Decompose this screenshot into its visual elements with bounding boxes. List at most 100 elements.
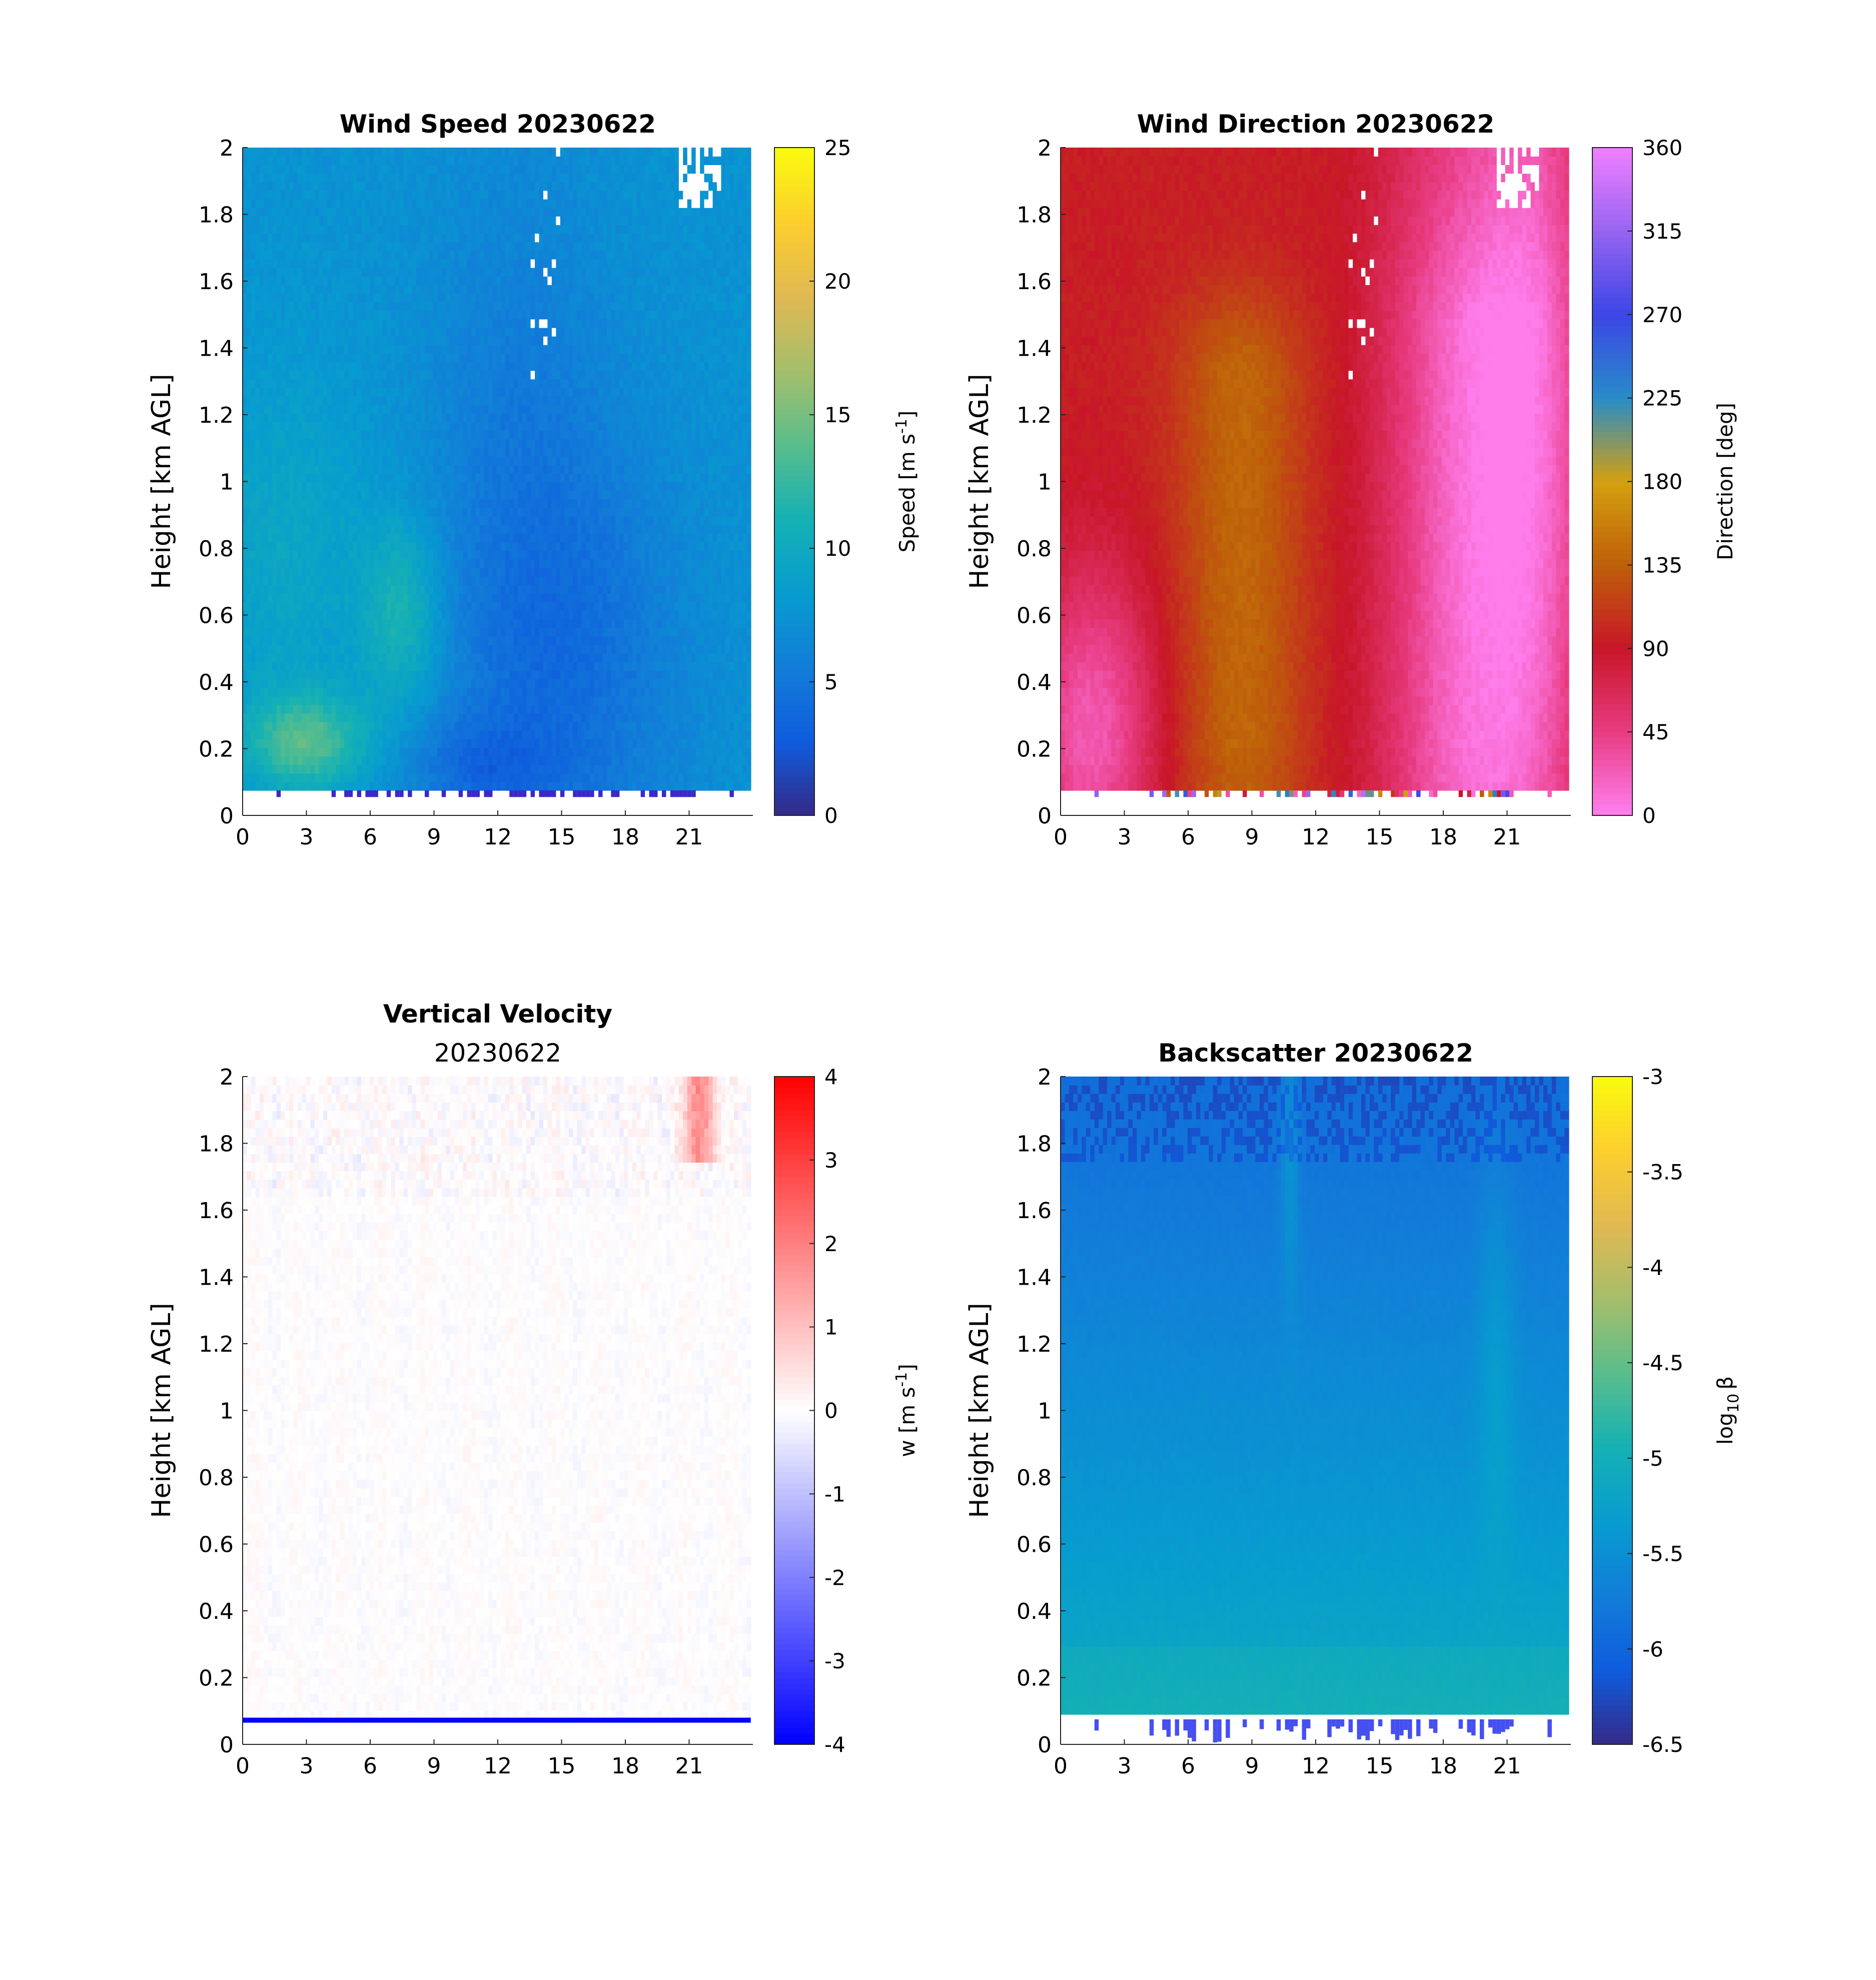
heatmap-cell: [268, 173, 273, 182]
heatmap-cell: [268, 533, 273, 542]
heatmap-cell: [247, 259, 252, 268]
heatmap-cell: [260, 508, 264, 517]
heatmap-cell: [272, 696, 277, 705]
heatmap-cell: [260, 473, 264, 482]
heatmap-cell: [255, 302, 260, 311]
heatmap-cell: [260, 396, 264, 405]
heatmap-cell: [272, 576, 277, 585]
heatmap-cell: [285, 765, 290, 774]
heatmap-cell: [243, 490, 247, 499]
heatmap-cell: [251, 482, 256, 491]
heatmap-cell: [251, 156, 256, 165]
heatmap-cell: [247, 773, 252, 782]
heatmap-cell: [272, 739, 277, 748]
heatmap-cell: [294, 225, 298, 234]
heatmap-cell: [285, 276, 290, 285]
heatmap-cell: [277, 653, 281, 662]
heatmap-cell: [268, 645, 273, 654]
heatmap-cell: [281, 430, 285, 439]
heatmap-cell: [255, 465, 260, 474]
heatmap-cell: [268, 242, 273, 251]
heatmap-cell: [277, 730, 281, 739]
heatmap-cell: [298, 679, 302, 688]
heatmap-cell: [285, 516, 290, 525]
heatmap-cell: [251, 182, 256, 191]
heatmap-cell: [243, 645, 247, 654]
heatmap-cell: [289, 259, 294, 268]
heatmap-cell: [260, 542, 264, 551]
heatmap-cell: [277, 199, 281, 208]
heatmap-cell: [268, 225, 273, 234]
heatmap-cell: [247, 199, 252, 208]
heatmap-cell: [272, 208, 277, 217]
heatmap-cell: [298, 705, 302, 714]
heatmap-cell: [243, 353, 247, 362]
heatmap-cell: [255, 276, 260, 285]
heatmap-cell: [251, 765, 256, 774]
heatmap-cell: [289, 156, 294, 165]
heatmap-cell: [294, 662, 298, 671]
heatmap-cell: [268, 508, 273, 517]
heatmap-cell: [247, 730, 252, 739]
heatmap-cell: [247, 148, 252, 157]
heatmap-cell: [289, 627, 294, 636]
heatmap-cell: [268, 490, 273, 499]
heatmap-cell: [281, 225, 285, 234]
heatmap-cell: [243, 713, 247, 722]
heatmap-cell: [294, 499, 298, 508]
heatmap-cell: [255, 430, 260, 439]
heatmap-cell: [268, 516, 273, 525]
heatmap-cell: [289, 576, 294, 585]
heatmap-cell: [255, 473, 260, 482]
heatmap-cell: [255, 576, 260, 585]
heatmap-cell: [264, 225, 268, 234]
heatmap-cell: [272, 730, 277, 739]
heatmap-cell: [260, 439, 264, 448]
heatmap-cell: [294, 679, 298, 688]
heatmap-cell: [247, 285, 252, 294]
heatmap-cell: [243, 585, 247, 594]
heatmap-cell: [260, 345, 264, 354]
heatmap-cell: [247, 645, 252, 654]
heatmap-cell: [281, 379, 285, 388]
heatmap-cell: [285, 730, 290, 739]
heatmap-cell: [289, 619, 294, 628]
heatmap-cell: [289, 465, 294, 474]
heatmap-cell: [272, 653, 277, 662]
heatmap-cell: [247, 782, 252, 791]
heatmap-cell: [294, 550, 298, 559]
heatmap-cell: [243, 268, 247, 277]
heatmap-cell: [294, 619, 298, 628]
heatmap-cell: [251, 353, 256, 362]
heatmap-cell: [268, 456, 273, 465]
heatmap-cell: [294, 388, 298, 397]
heatmap-cell: [260, 353, 264, 362]
heatmap-cell: [255, 645, 260, 654]
heatmap-cell: [268, 610, 273, 619]
heatmap-cell: [243, 602, 247, 611]
heatmap-cell: [251, 670, 256, 679]
heatmap-cell: [272, 311, 277, 320]
heatmap-cell: [251, 576, 256, 585]
heatmap-cell: [285, 396, 290, 405]
heatmap-cell: [255, 610, 260, 619]
heatmap-cell: [268, 499, 273, 508]
heatmap-cell: [277, 670, 281, 679]
heatmap-cell: [243, 370, 247, 379]
heatmap-cell: [260, 782, 264, 791]
heatmap-cell: [247, 276, 252, 285]
heatmap-cell: [264, 413, 268, 422]
heatmap-cell: [272, 191, 277, 200]
heatmap-cell: [281, 576, 285, 585]
heatmap-cell: [281, 679, 285, 688]
heatmap-cell: [281, 370, 285, 379]
heatmap-cell: [247, 173, 252, 182]
heatmap-cell: [251, 448, 256, 457]
heatmap-cell: [264, 559, 268, 568]
heatmap-cell: [264, 602, 268, 611]
heatmap-cell: [255, 336, 260, 345]
heatmap-cell: [277, 662, 281, 671]
heatmap-cell: [272, 679, 277, 688]
heatmap-cell: [285, 336, 290, 345]
heatmap-cell: [272, 233, 277, 242]
